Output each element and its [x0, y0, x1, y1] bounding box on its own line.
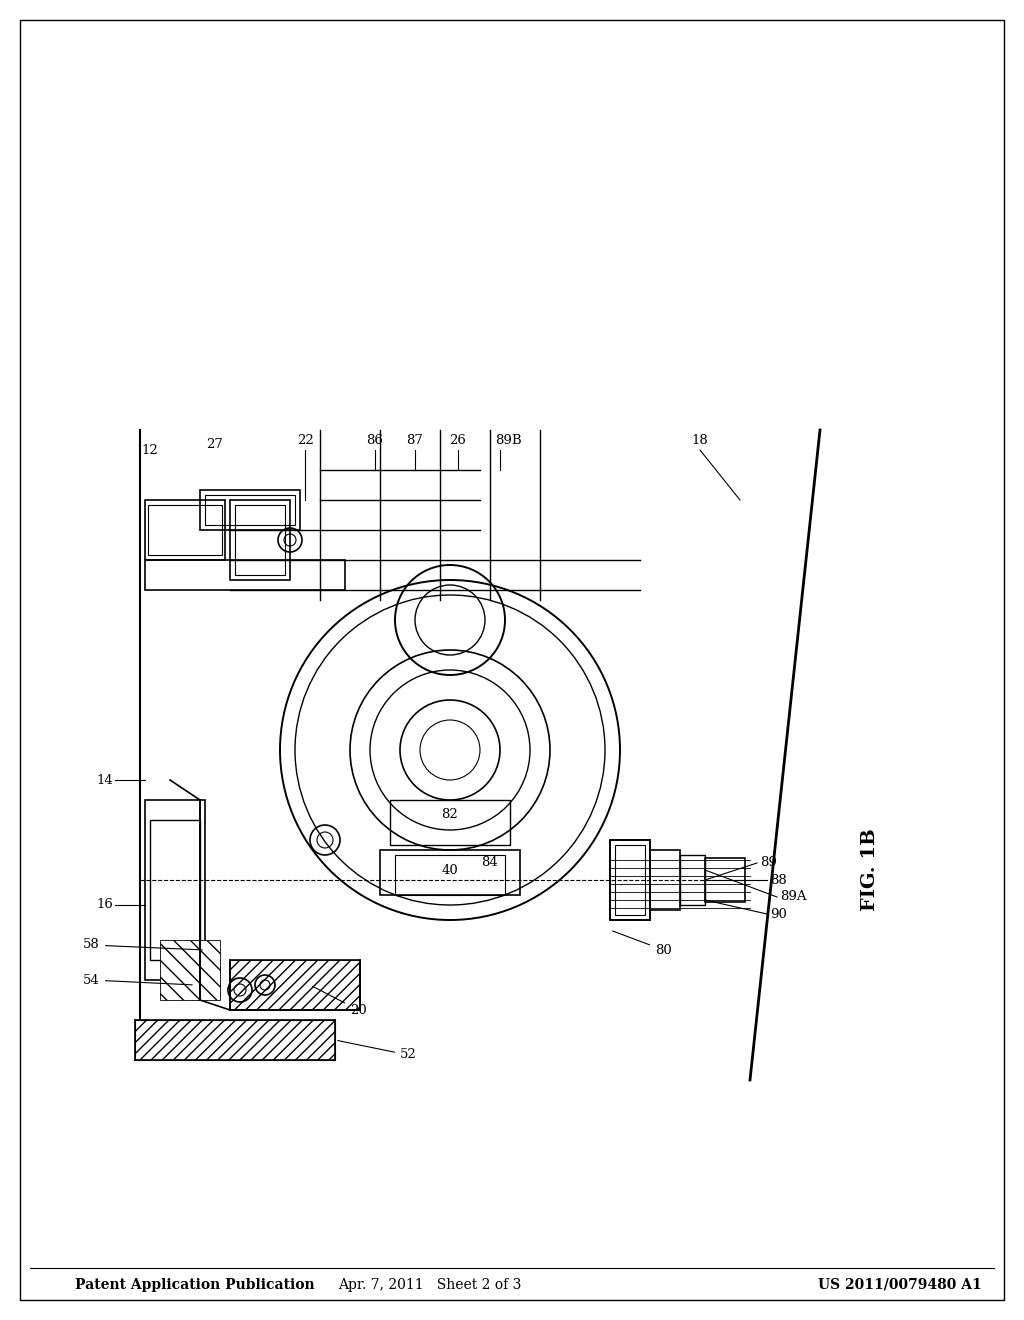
Text: Patent Application Publication: Patent Application Publication [75, 1278, 314, 1292]
Text: 18: 18 [691, 433, 709, 446]
Bar [390, 800, 510, 845]
Text: 89: 89 [760, 857, 777, 870]
Text: 82: 82 [441, 808, 459, 821]
Bar [705, 858, 745, 902]
Text: 14: 14 [96, 774, 114, 787]
Text: Apr. 7, 2011   Sheet 2 of 3: Apr. 7, 2011 Sheet 2 of 3 [338, 1278, 521, 1292]
Text: 89B: 89B [495, 433, 521, 446]
Bar [230, 960, 360, 1010]
Text: 88: 88 [770, 874, 786, 887]
Text: 16: 16 [96, 899, 114, 912]
Bar [395, 855, 505, 895]
Bar [380, 850, 520, 895]
Bar [230, 500, 290, 579]
Bar [160, 940, 220, 1001]
Text: 26: 26 [450, 433, 467, 446]
Text: 86: 86 [367, 433, 383, 446]
Text: 22: 22 [297, 433, 313, 446]
Bar [200, 490, 300, 531]
Text: US 2011/0079480 A1: US 2011/0079480 A1 [818, 1278, 982, 1292]
Bar [150, 820, 200, 960]
Bar [145, 560, 345, 590]
Bar [234, 506, 285, 576]
Text: 87: 87 [407, 433, 424, 446]
Bar [610, 840, 650, 920]
Text: 80: 80 [612, 931, 672, 957]
Bar [615, 845, 645, 915]
Text: FIG. 1B: FIG. 1B [861, 829, 879, 911]
Text: 27: 27 [207, 438, 223, 451]
Text: 89A: 89A [780, 891, 807, 903]
Bar [145, 500, 225, 560]
Bar [135, 1020, 335, 1060]
Text: 90: 90 [770, 908, 786, 920]
Bar [230, 960, 360, 1010]
Bar [680, 855, 705, 906]
Text: 40: 40 [441, 863, 459, 876]
Text: 20: 20 [312, 986, 367, 1016]
Bar [205, 495, 295, 525]
Text: 84: 84 [481, 857, 499, 870]
Text: 12: 12 [141, 444, 159, 457]
Bar [148, 506, 222, 554]
Bar [650, 850, 680, 909]
Text: 58: 58 [83, 939, 202, 952]
Text: 52: 52 [338, 1040, 417, 1061]
Text: 54: 54 [83, 974, 193, 986]
Bar [145, 800, 205, 979]
